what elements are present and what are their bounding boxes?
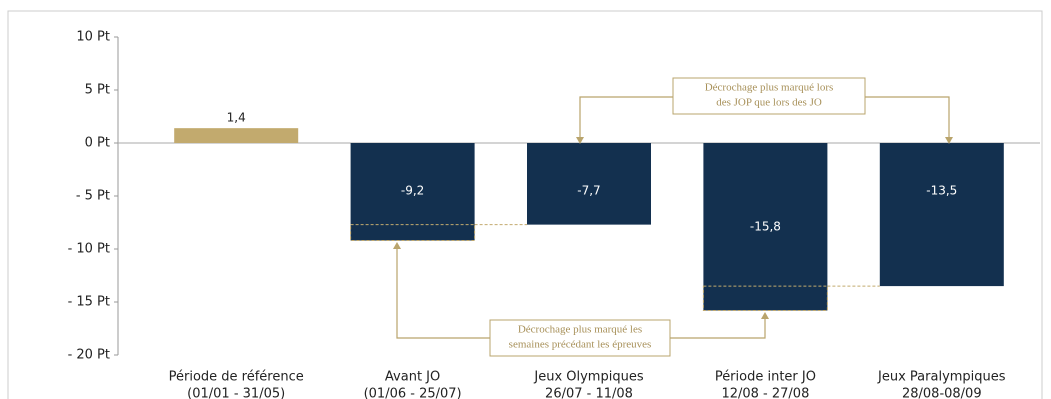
y-tick-label: - 20 Pt <box>68 348 110 363</box>
x-tick-label: Période de référence <box>169 370 304 385</box>
y-tick-label: 10 Pt <box>76 30 110 45</box>
arrowhead <box>393 242 401 249</box>
arrow <box>670 318 766 339</box>
x-tick-label: (01/01 - 31/05) <box>187 387 285 399</box>
y-tick-label: - 5 Pt <box>76 189 110 204</box>
bar <box>703 143 828 311</box>
arrowhead <box>945 137 953 144</box>
annotation: Décrochage plus marqué lors <box>705 82 834 94</box>
bar <box>174 128 299 143</box>
x-tick-label: (01/06 - 25/07) <box>364 387 462 399</box>
value-label: -7,7 <box>577 184 600 198</box>
arrowhead <box>576 137 584 144</box>
x-tick-label: 12/08 - 27/08 <box>721 387 809 399</box>
gap-box <box>350 224 476 242</box>
arrowheads <box>393 137 953 319</box>
bar <box>879 143 1004 287</box>
x-tick-label: Avant JO <box>385 370 440 385</box>
y-tick-label: - 15 Pt <box>68 295 110 310</box>
x-tick-label: Jeux Paralympiques <box>877 370 1006 385</box>
y-tick-label: 5 Pt <box>85 83 110 98</box>
annotation-box <box>489 319 671 357</box>
x-tick-label: Période inter JO <box>715 370 816 385</box>
y-tick-label: - 10 Pt <box>68 242 110 257</box>
x-tick-label: 28/08-08/09 <box>902 387 982 399</box>
x-tick-label: Jeux Olympiques <box>533 370 643 385</box>
value-label: -15,8 <box>750 220 781 234</box>
gap-box <box>702 285 828 311</box>
arrow <box>396 248 490 339</box>
value-label: 1,4 <box>227 111 246 125</box>
annotation: semaines précédant les épreuves <box>509 339 652 351</box>
annotation: Décrochage plus marqué les <box>518 324 642 336</box>
arrow <box>865 96 950 138</box>
value-label: -13,5 <box>926 184 957 198</box>
annotation: des JOP que lors des JO <box>716 97 822 109</box>
y-tick-label: 0 Pt <box>85 136 110 151</box>
arrowhead <box>761 312 769 319</box>
bar <box>527 143 651 225</box>
frame <box>7 10 1043 399</box>
arrow <box>579 96 673 138</box>
value-label: -9,2 <box>401 184 424 198</box>
annotation-box <box>672 77 866 115</box>
arrows <box>396 96 950 339</box>
x-tick-label: 26/07 - 11/08 <box>545 387 633 399</box>
